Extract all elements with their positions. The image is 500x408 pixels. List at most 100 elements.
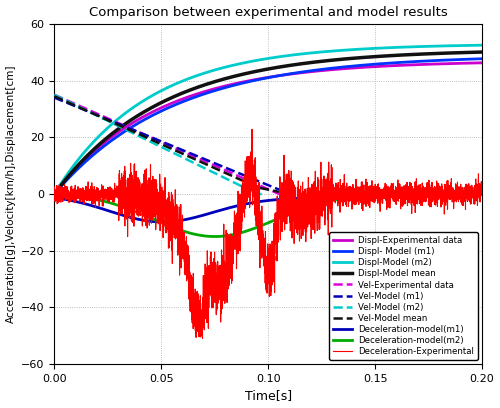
Vel-Model (m1) [286, 192, 292, 197]
Line: Deceleration-model(m1): Deceleration-model(m1) [54, 191, 482, 222]
Displ-Model mean [52, 192, 58, 197]
Displ- Model (m1) [362, 62, 368, 67]
Deceleration-Experimental [231, 233, 237, 238]
Vel-Model (m1) [66, 101, 71, 106]
Vel-Model (m1) [52, 95, 58, 100]
Line: Displ-Model mean: Displ-Model mean [54, 52, 482, 194]
Displ-Model mean [466, 50, 472, 55]
Displ- Model (m1) [231, 83, 237, 88]
Deceleration-Experimental [52, 184, 58, 189]
Deceleration-model(m1) [254, 200, 260, 204]
Deceleration-model(m1) [231, 204, 237, 209]
Displ-Experimental data [254, 77, 260, 82]
Vel-Model (m2) [52, 92, 58, 97]
Deceleration-Experimental [255, 210, 261, 215]
Vel-Experimental data [52, 92, 58, 97]
Vel-Experimental data [236, 174, 242, 179]
Deceleration-model(m2) [466, 192, 472, 197]
Deceleration-model(m2) [444, 192, 450, 197]
Vel-Model (m2) [93, 113, 99, 118]
Displ- Model (m1) [479, 56, 485, 61]
Line: Displ-Model (m2): Displ-Model (m2) [54, 45, 482, 194]
Deceleration-model(m1) [234, 203, 240, 208]
Line: Vel-Model (m2): Vel-Model (m2) [54, 95, 262, 194]
Displ-Model mean [254, 69, 260, 73]
Vel-Model (m1) [194, 153, 200, 158]
Displ-Experimental data [466, 61, 472, 66]
Vel-Experimental data [282, 192, 288, 197]
Vel-Model mean [52, 94, 58, 99]
Displ- Model (m1) [254, 78, 260, 82]
Vel-Model (m1) [106, 118, 112, 123]
Line: Vel-Experimental data: Vel-Experimental data [54, 95, 286, 194]
Vel-Model (m2) [118, 125, 124, 130]
Vel-Model mean [254, 184, 260, 189]
Displ-Model (m2) [231, 62, 237, 67]
Line: Vel-Model mean: Vel-Model mean [54, 96, 279, 192]
Deceleration-model(m2) [231, 232, 237, 237]
Vel-Model (m2) [254, 192, 260, 197]
Displ-Model mean [231, 74, 237, 79]
Displ- Model (m1) [52, 192, 58, 197]
Deceleration-model(m1) [444, 190, 450, 195]
Displ-Experimental data [231, 82, 237, 86]
Vel-Model (m2) [210, 170, 216, 175]
Deceleration-model(m1) [479, 189, 485, 194]
Deceleration-model(m2) [254, 225, 260, 230]
Displ-Model mean [444, 51, 450, 55]
Deceleration-Experimental [445, 178, 451, 183]
Vel-Model (m2) [70, 102, 76, 106]
Vel-Experimental data [262, 185, 268, 190]
Deceleration-model(m2) [234, 231, 240, 236]
Deceleration-Experimental [479, 184, 485, 189]
Line: Vel-Model (m1): Vel-Model (m1) [54, 98, 296, 194]
Displ-Model (m2) [234, 62, 240, 67]
Vel-Experimental data [116, 121, 121, 126]
Vel-Model (m1) [80, 107, 86, 112]
Deceleration-Experimental [362, 193, 368, 198]
Deceleration-Experimental [466, 192, 472, 197]
Title: Comparison between experimental and model results: Comparison between experimental and mode… [89, 6, 448, 18]
Deceleration-model(m2) [52, 192, 58, 197]
Displ-Model mean [479, 50, 485, 55]
Vel-Model mean [257, 186, 263, 191]
Line: Deceleration-model(m2): Deceleration-model(m2) [54, 194, 482, 237]
Vel-Experimental data [175, 147, 181, 152]
Displ-Experimental data [362, 65, 368, 70]
Line: Deceleration-Experimental: Deceleration-Experimental [54, 129, 482, 338]
Displ-Model mean [362, 55, 368, 60]
Vel-Model (m2) [228, 178, 234, 183]
Displ-Model (m2) [444, 43, 450, 48]
Deceleration-model(m2) [479, 192, 485, 197]
Legend: Displ-Experimental data, Displ- Model (m1), Displ-Model (m2), Displ-Model mean, : Displ-Experimental data, Displ- Model (m… [329, 233, 478, 360]
Line: Displ- Model (m1): Displ- Model (m1) [54, 59, 482, 194]
Displ-Model mean [234, 73, 240, 78]
Deceleration-model(m1) [52, 195, 58, 200]
Displ-Experimental data [234, 81, 240, 86]
Deceleration-model(m1) [362, 193, 368, 198]
Vel-Model (m2) [116, 124, 121, 129]
Vel-Model mean [180, 152, 186, 157]
Vel-Model (m1) [293, 192, 299, 197]
Displ-Model (m2) [479, 43, 485, 48]
Vel-Model mean [232, 175, 237, 180]
Vel-Model (m1) [234, 170, 240, 175]
Vel-Experimental data [268, 188, 274, 193]
Vel-Model (m2) [258, 192, 264, 197]
Vel-Model (m1) [166, 142, 172, 147]
Vel-Experimental data [276, 192, 282, 197]
Line: Displ-Experimental data: Displ-Experimental data [54, 63, 482, 194]
Displ- Model (m1) [466, 57, 472, 62]
X-axis label: Time[s]: Time[s] [244, 390, 292, 402]
Deceleration-model(m1) [160, 220, 166, 224]
Displ-Model (m2) [362, 47, 368, 51]
Deceleration-model(m1) [466, 189, 472, 194]
Vel-Model mean [276, 189, 282, 194]
Deceleration-Experimental [234, 229, 240, 234]
Deceleration-Experimental [200, 336, 205, 341]
Displ-Experimental data [479, 60, 485, 65]
Deceleration-model(m2) [212, 234, 218, 239]
Displ-Model (m2) [466, 43, 472, 48]
Vel-Model mean [91, 111, 97, 116]
Displ-Model (m2) [52, 192, 58, 197]
